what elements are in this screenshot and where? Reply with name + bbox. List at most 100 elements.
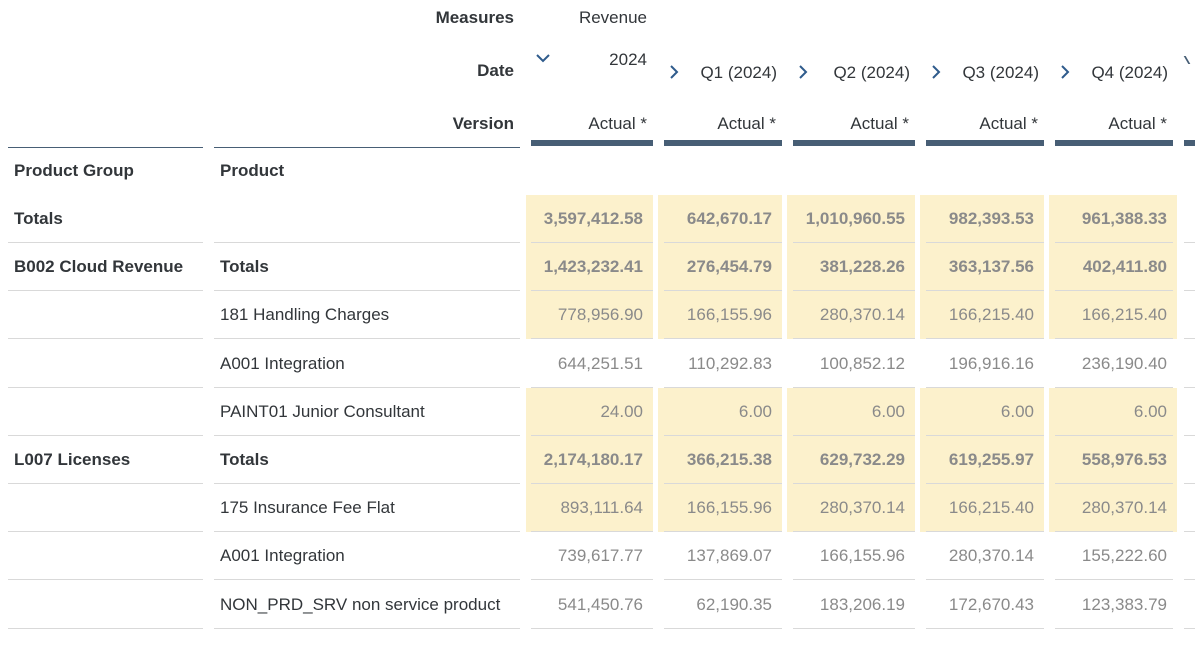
product-cell[interactable]: Totals (220, 257, 269, 276)
value-cell[interactable]: 893,111.64 (526, 484, 653, 532)
product-cell[interactable]: 175 Insurance Fee Flat (220, 498, 395, 517)
value-cell[interactable]: 1,010,960.55 (787, 195, 915, 243)
product-cell[interactable]: NON_PRD_SRV non service product (220, 595, 501, 614)
product-group-cell[interactable]: Totals (14, 209, 63, 228)
row-divider (1184, 290, 1195, 291)
product-cell[interactable] (214, 195, 526, 243)
value-cell[interactable]: 276,454.79 (658, 243, 782, 291)
value-cell[interactable]: 183,206.19 (819, 595, 905, 614)
value-cell[interactable]: 739,617.77 (557, 546, 643, 565)
value-cell[interactable]: 982,393.53 (920, 195, 1044, 243)
value-cell[interactable]: 280,370.14 (787, 484, 915, 532)
value-cell[interactable]: 166,155.96 (819, 546, 905, 565)
value-cell[interactable]: 166,215.40 (1049, 291, 1177, 339)
value-cell[interactable]: 619,255.97 (920, 436, 1044, 484)
value-cell[interactable]: 100,852.12 (819, 354, 905, 373)
row-divider (214, 435, 520, 436)
date-header-q2[interactable]: Q2 (2024) (793, 63, 915, 87)
row-divider (926, 628, 1044, 629)
value-cell[interactable]: 363,137.56 (920, 243, 1044, 291)
value-cell[interactable]: 961,388.33 (1049, 195, 1177, 243)
value-cell[interactable]: 137,869.07 (686, 546, 772, 565)
row-divider (1184, 435, 1195, 436)
value-cell[interactable]: 280,370.14 (948, 546, 1034, 565)
row-divider (926, 579, 1044, 580)
value-cell[interactable]: 629,732.29 (787, 436, 915, 484)
value-cell[interactable]: 196,916.16 (948, 354, 1034, 373)
column-header-bar (793, 140, 915, 146)
row-divider (793, 242, 915, 243)
chevron-right-icon[interactable] (930, 64, 942, 80)
row-divider (214, 628, 520, 629)
value-cell[interactable]: 778,956.90 (526, 291, 653, 339)
value-cell[interactable]: 1,423,232.41 (526, 243, 653, 291)
date-header-2024[interactable]: 2024 (531, 50, 653, 74)
product-group-cell[interactable] (8, 484, 209, 532)
date-header-q3[interactable]: Q3 (2024) (926, 63, 1044, 87)
product-cell[interactable]: 181 Handling Charges (220, 305, 390, 324)
value-cell[interactable]: 123,383.79 (1081, 595, 1167, 614)
product-group-cell[interactable] (8, 388, 209, 436)
chevron-down-icon[interactable] (535, 52, 551, 64)
product-group-header[interactable]: Product Group (14, 161, 134, 180)
row-divider (793, 483, 915, 484)
value-cell[interactable]: 642,670.17 (658, 195, 782, 243)
header-separator (214, 147, 520, 148)
product-cell[interactable]: A001 Integration (220, 354, 345, 373)
value-cell[interactable]: 644,251.51 (557, 354, 643, 373)
row-divider (531, 387, 653, 388)
value-cell[interactable]: 155,222.60 (1081, 546, 1167, 565)
value-cell[interactable]: 236,190.40 (1081, 354, 1167, 373)
row-divider (664, 531, 782, 532)
value-cell[interactable]: 381,228.26 (787, 243, 915, 291)
row-divider (8, 290, 203, 291)
value-cell[interactable]: 172,670.43 (948, 595, 1034, 614)
row-divider (1184, 483, 1195, 484)
value-cell[interactable]: 110,292.83 (688, 354, 772, 373)
product-cell[interactable]: Totals (220, 450, 269, 469)
row-divider (793, 387, 915, 388)
chevron-right-icon[interactable] (668, 64, 680, 80)
value-cell[interactable]: 62,190.35 (696, 595, 772, 614)
product-header[interactable]: Product (220, 161, 285, 180)
product-group-cell[interactable]: L007 Licenses (14, 450, 131, 469)
value-cell[interactable]: 24.00 (526, 388, 653, 436)
chevron-right-icon[interactable] (1059, 64, 1071, 80)
value-cell[interactable]: 166,155.96 (658, 291, 782, 339)
product-group-cell[interactable]: B002 Cloud Revenue (14, 257, 184, 276)
row-divider (1055, 290, 1173, 291)
value-cell[interactable]: 6.00 (658, 388, 782, 436)
value-cell[interactable]: 541,450.76 (557, 595, 643, 614)
value-cell[interactable]: 166,215.40 (920, 291, 1044, 339)
product-cell[interactable]: PAINT01 Junior Consultant (220, 402, 425, 421)
chevron-right-icon[interactable] (797, 64, 809, 80)
date-header-q1[interactable]: Q1 (2024) (664, 63, 782, 87)
value-cell[interactable]: 280,370.14 (787, 291, 915, 339)
row-divider (1184, 628, 1195, 629)
row-divider (531, 435, 653, 436)
date-header-q4[interactable]: Q4 (2024) (1055, 63, 1173, 87)
value-cell[interactable]: 6.00 (920, 388, 1044, 436)
row-divider (8, 531, 203, 532)
product-group-cell[interactable] (8, 340, 209, 388)
row-divider (531, 290, 653, 291)
date-header-label: Q1 (2024) (700, 63, 777, 82)
value-cell[interactable]: 166,215.40 (920, 484, 1044, 532)
value-cell[interactable]: 2,174,180.17 (526, 436, 653, 484)
value-cell[interactable]: 166,155.96 (658, 484, 782, 532)
value-cell[interactable]: 3,597,412.58 (526, 195, 653, 243)
product-cell[interactable]: A001 Integration (220, 546, 345, 565)
row-divider (214, 579, 520, 580)
value-cell[interactable]: 6.00 (787, 388, 915, 436)
value-cell[interactable]: 280,370.14 (1049, 484, 1177, 532)
value-cell[interactable]: 6.00 (1049, 388, 1177, 436)
version-value: Actual * (717, 114, 776, 133)
row-divider (664, 290, 782, 291)
product-group-cell[interactable] (8, 291, 209, 339)
value-cell[interactable]: 402,411.80 (1049, 243, 1177, 291)
value-cell[interactable]: 366,215.38 (658, 436, 782, 484)
product-group-cell[interactable] (8, 581, 209, 629)
value-cell[interactable]: 558,976.53 (1049, 436, 1177, 484)
product-group-cell[interactable] (8, 532, 209, 580)
row-divider (793, 290, 915, 291)
